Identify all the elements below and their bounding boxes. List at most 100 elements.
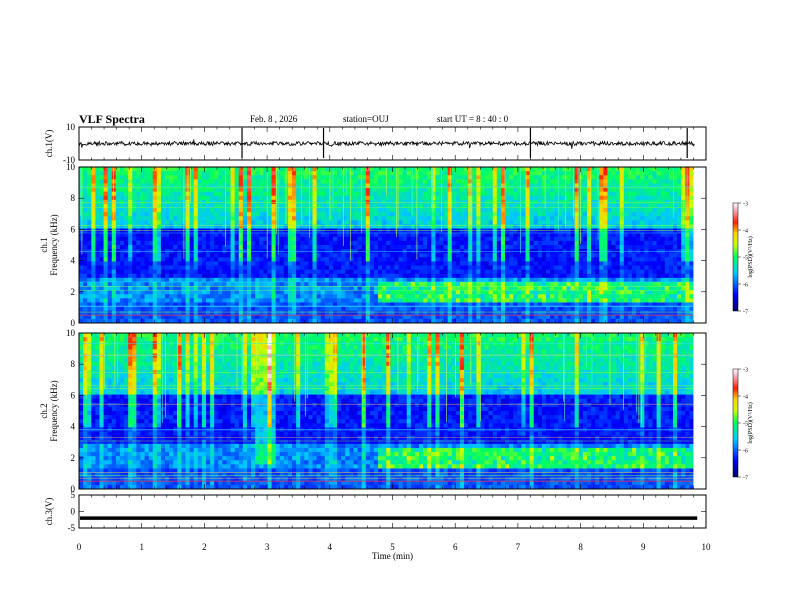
spectrogram-cell bbox=[160, 277, 166, 283]
spectrogram-cell bbox=[685, 294, 690, 299]
spectrogram-cell bbox=[562, 232, 567, 238]
spectrogram-cell bbox=[279, 261, 285, 266]
spectrogram-cell bbox=[119, 187, 125, 193]
spectrogram-cell bbox=[156, 203, 162, 209]
spectrogram-cell bbox=[345, 187, 350, 193]
spectrogram-cell bbox=[279, 220, 285, 225]
spectrogram-cell bbox=[668, 191, 674, 197]
spectrogram-cell bbox=[238, 175, 244, 180]
spectrogram-cell bbox=[570, 216, 576, 221]
spectrogram-cell bbox=[435, 208, 440, 213]
spectrogram-cell bbox=[570, 294, 576, 299]
spectrogram-cell bbox=[263, 179, 268, 184]
spectrogram-cell bbox=[103, 277, 109, 283]
spectrogram-cell bbox=[599, 216, 604, 221]
spectrogram-cell bbox=[652, 187, 657, 193]
spectrogram-cell bbox=[656, 216, 662, 221]
spectrogram-cell bbox=[468, 216, 473, 221]
spectrogram-cell bbox=[611, 240, 617, 246]
spectrogram-cell bbox=[148, 240, 154, 246]
spectrogram-cell bbox=[91, 183, 96, 188]
spectrogram-cell bbox=[660, 179, 666, 184]
spectrogram-cell bbox=[214, 199, 219, 205]
spectrogram-cell bbox=[79, 220, 84, 225]
spectrogram-cell bbox=[128, 228, 133, 234]
spectrogram-cell bbox=[533, 245, 539, 250]
spectrogram-cell bbox=[599, 195, 604, 201]
spectrogram-cell bbox=[533, 183, 539, 188]
spectrogram-cell bbox=[251, 232, 256, 238]
spectrogram-cell bbox=[582, 228, 588, 234]
spectrogram-cell bbox=[246, 228, 252, 234]
spectrogram-cell bbox=[103, 228, 109, 234]
spectrogram-cell bbox=[205, 277, 211, 283]
spectrogram-cell bbox=[554, 183, 559, 188]
spectrogram-cell bbox=[230, 179, 236, 184]
spectrogram-cell bbox=[455, 167, 461, 172]
spectrogram-cell bbox=[279, 240, 285, 246]
spectrogram-cell bbox=[423, 245, 428, 250]
spectrogram-cell bbox=[664, 277, 670, 283]
spectrogram-cell bbox=[349, 253, 354, 258]
spectrogram-cell bbox=[484, 208, 490, 213]
spectrogram-cell bbox=[345, 261, 350, 266]
spectrogram-cell bbox=[611, 220, 617, 225]
spectrogram-cell bbox=[627, 290, 633, 295]
spectrogram-cell bbox=[300, 208, 305, 213]
spectrogram-cell bbox=[390, 212, 395, 217]
spectrogram-cell bbox=[378, 281, 383, 287]
spectrogram-cell bbox=[398, 203, 404, 209]
spectrogram-cell bbox=[234, 212, 240, 217]
spectrogram-cell bbox=[353, 187, 358, 193]
spectrogram-cell bbox=[99, 232, 104, 238]
spectrogram-cell bbox=[345, 240, 350, 246]
spectrogram-cell bbox=[296, 203, 301, 209]
spectrogram-cell bbox=[562, 167, 567, 172]
spectrogram-cell bbox=[541, 212, 547, 217]
spectrogram-cell bbox=[402, 269, 408, 275]
spectrogram-cell bbox=[505, 277, 510, 283]
spectrogram-cell bbox=[214, 167, 219, 172]
spectrogram-cell bbox=[664, 208, 670, 213]
spectrogram-cell bbox=[509, 240, 514, 246]
spectrogram-cell bbox=[177, 298, 182, 303]
spectrogram-cell bbox=[255, 298, 260, 303]
spectrogram-cell bbox=[607, 236, 612, 242]
spectrogram-cell bbox=[414, 261, 420, 266]
spectrogram-cell bbox=[111, 294, 117, 299]
spectrogram-cell bbox=[148, 265, 154, 271]
spectrogram-cell bbox=[685, 277, 690, 283]
spectrogram-cell bbox=[287, 195, 293, 201]
spectrogram-cell bbox=[533, 179, 539, 184]
spectrogram-cell bbox=[263, 212, 268, 217]
spectrogram-cell bbox=[246, 281, 252, 287]
spectrogram-cell bbox=[611, 261, 617, 266]
spectrogram-cell bbox=[312, 253, 317, 258]
spectrogram-cell bbox=[558, 175, 563, 180]
spectrogram-cell bbox=[447, 294, 453, 299]
spectrogram-cell bbox=[144, 208, 150, 213]
spectrogram-cell bbox=[517, 208, 522, 213]
spectrogram-cell bbox=[124, 212, 129, 217]
spectrogram-cell bbox=[230, 195, 236, 201]
spectrogram-cell bbox=[337, 216, 342, 221]
spectrogram-cell bbox=[582, 208, 588, 213]
spectrogram-cell bbox=[378, 216, 383, 221]
spectrogram-cell bbox=[591, 265, 596, 271]
spectrogram-cell bbox=[558, 187, 563, 193]
spectrogram-cell bbox=[279, 224, 285, 229]
spectrogram-cell bbox=[218, 269, 223, 275]
spectrogram-cell bbox=[242, 253, 248, 258]
spectrogram-cell bbox=[681, 236, 686, 242]
spectrogram-cell bbox=[218, 261, 223, 266]
spectrogram-cell bbox=[300, 224, 305, 229]
spectrogram-cell bbox=[345, 224, 350, 229]
spectrogram-cell bbox=[496, 208, 502, 213]
spectrogram-cell bbox=[640, 281, 645, 287]
spectrogram-cell bbox=[500, 171, 506, 176]
spectrogram-cell bbox=[664, 257, 670, 262]
spectrogram-cell bbox=[119, 191, 125, 197]
spectrogram-cell bbox=[124, 290, 129, 295]
spectrogram-cell bbox=[439, 281, 444, 287]
spectrogram-cell bbox=[99, 286, 104, 291]
